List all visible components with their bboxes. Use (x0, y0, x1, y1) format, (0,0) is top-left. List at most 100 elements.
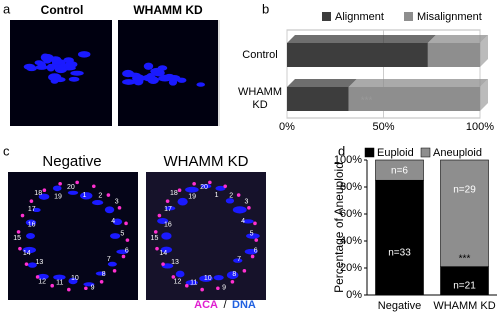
chromosome (185, 280, 198, 286)
chromosome (37, 273, 49, 280)
chromosome (112, 218, 123, 226)
chromosome (168, 79, 178, 86)
chromosome (226, 271, 239, 280)
chromosome-label: 12 (174, 279, 182, 286)
bar (440, 159, 489, 267)
chromosome-label: 11 (190, 280, 197, 287)
x-tick-label: 50% (372, 121, 394, 133)
legend-swatch (404, 12, 413, 21)
chromosome (116, 249, 129, 255)
legend-label: Aneuploid (433, 147, 482, 159)
chromosome-label: 9 (222, 284, 226, 291)
chromosome (95, 271, 106, 276)
segment-label: n=33 (388, 247, 411, 258)
kinetochore (236, 193, 241, 197)
chromosome-label: 1 (83, 192, 87, 199)
stain-separator: / (223, 299, 227, 311)
bar (287, 87, 349, 111)
bar-depth (480, 79, 488, 111)
y-tick-label: Control (242, 48, 278, 61)
chromosome (50, 78, 59, 84)
y-tick-label: 100% (334, 154, 362, 166)
kinetochore (254, 238, 259, 242)
kinetochore (112, 269, 117, 273)
legend-swatch (420, 147, 431, 158)
chromosome-label: 10 (71, 275, 79, 282)
chromosome (132, 74, 145, 82)
y-tick-label: 60% (340, 208, 362, 220)
kinetochore (16, 230, 21, 234)
chromosome-label: 14 (159, 250, 167, 257)
kinetochore (75, 180, 79, 185)
x-tick-label: Negative (378, 300, 421, 312)
chromosome-label: 9 (91, 284, 95, 291)
bar-depth (287, 35, 436, 43)
bar (287, 43, 428, 67)
kinetochore (253, 221, 257, 226)
chromosome (110, 233, 121, 239)
x-tick-label: 100% (466, 121, 494, 133)
kinetochore (84, 286, 88, 291)
chromosome-label: 3 (115, 199, 119, 206)
chromosome-label: 2 (229, 192, 233, 199)
legend-swatch (364, 147, 375, 158)
kinetochore (29, 199, 34, 203)
chromosome (54, 66, 67, 74)
kinetochore (177, 188, 182, 193)
chromosome-label: 15 (151, 235, 159, 242)
chromosome-label: 3 (244, 199, 248, 206)
annotation: *** (361, 96, 373, 107)
chromosome-label: 7 (107, 256, 111, 263)
bar (375, 179, 424, 296)
y-tick-label: WHAMM KD (238, 86, 282, 111)
chromosome (83, 282, 95, 287)
chromosome (233, 258, 243, 263)
chromosome (68, 76, 80, 82)
chromosome (244, 248, 258, 255)
chromosome (52, 185, 62, 192)
chromosome (246, 233, 260, 239)
chromosome (40, 53, 50, 62)
kinetochore (121, 254, 126, 259)
chromosome-label: 17 (164, 206, 172, 213)
chromosome-label: 18 (170, 190, 178, 197)
panel-label: a (3, 1, 11, 16)
image-label: WHAMM KD (133, 3, 203, 17)
bar (348, 87, 480, 111)
kinetochore (42, 188, 47, 193)
panel-label: d (338, 143, 345, 158)
y-tick-label: 0% (346, 289, 362, 301)
chromosome-label: 6 (254, 248, 258, 255)
chromosome (122, 69, 134, 78)
chromosome-label: 16 (28, 222, 36, 229)
chromosome (215, 185, 226, 191)
y-tick-label: 20% (340, 262, 362, 274)
chromosome-label: 6 (125, 248, 129, 255)
bar (375, 159, 424, 181)
chromosome-label: 5 (250, 231, 254, 238)
chromosome (53, 274, 66, 280)
kinetochore (230, 279, 235, 284)
bar-depth (427, 35, 488, 43)
kinetochore (157, 213, 162, 218)
chromosome-label: 14 (23, 250, 31, 257)
kinetochore (161, 262, 165, 266)
chromosome (92, 200, 104, 206)
x-tick-label: 0% (279, 121, 295, 133)
chromosome (63, 57, 74, 64)
chromosome-label: 10 (204, 275, 212, 282)
chromosome (52, 59, 63, 65)
kinetochore (117, 206, 122, 210)
kinetochore (153, 230, 158, 234)
segment-label: n=6 (391, 166, 408, 177)
chromosome-label: 7 (237, 256, 241, 263)
chromosome (67, 190, 79, 195)
chromosome (175, 270, 185, 278)
chromosome (242, 219, 254, 224)
chromosome (22, 246, 36, 254)
kinetochore (242, 269, 247, 273)
chromosome (177, 77, 187, 83)
chromosome (26, 233, 36, 239)
segment-label: n=29 (453, 185, 476, 196)
chromosome-label: 20 (67, 184, 75, 191)
